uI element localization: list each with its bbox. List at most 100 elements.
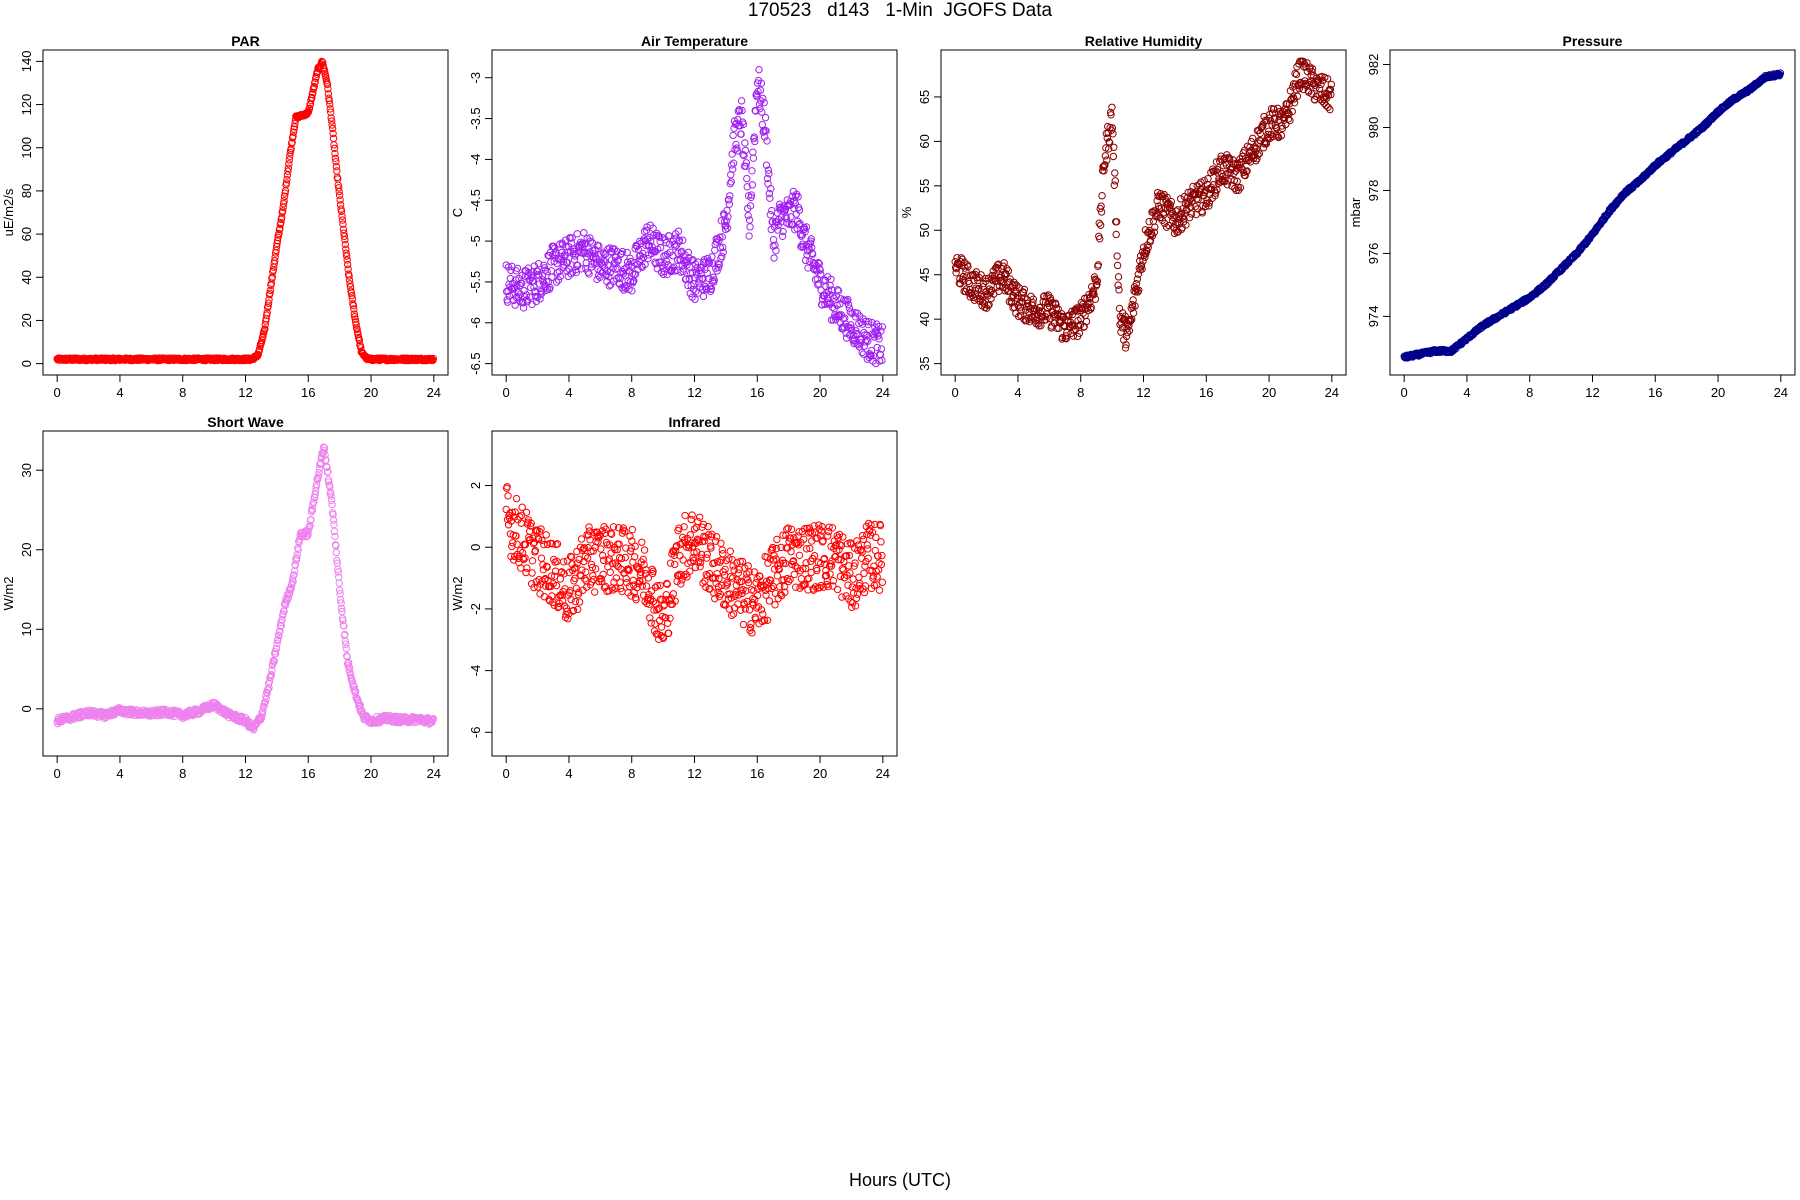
data-point [877, 327, 885, 335]
x-tick-label: 16 [1648, 385, 1662, 400]
x-tick-label: 20 [813, 385, 827, 400]
data-point [714, 263, 723, 272]
data-point [284, 167, 292, 175]
data-point [1180, 192, 1189, 201]
data-point [618, 284, 626, 292]
data-point [984, 301, 992, 310]
data-point [335, 184, 343, 192]
data-point [746, 202, 755, 210]
data-point [795, 206, 804, 214]
data-point [345, 276, 354, 284]
data-point [704, 260, 712, 268]
data-point [1291, 69, 1299, 78]
data-point [719, 243, 727, 252]
data-point [324, 90, 333, 98]
y-tick-label: -5.5 [468, 271, 483, 293]
plot-frame [940, 49, 1347, 376]
data-point [738, 106, 746, 115]
data-point [502, 505, 510, 514]
data-point [591, 246, 599, 254]
data-point [1166, 201, 1175, 209]
data-point [342, 644, 350, 653]
data-point [785, 220, 793, 228]
y-axis-label: uE/m2/s [1, 188, 16, 236]
x-tick-label: 0 [952, 385, 959, 400]
x-tick-label: 24 [876, 385, 890, 400]
data-point [536, 290, 545, 299]
data-point [1139, 257, 1147, 265]
x-tick-label: 8 [628, 385, 635, 400]
data-point [1133, 275, 1142, 283]
y-tick-label: 55 [917, 179, 932, 193]
data-point [681, 511, 689, 520]
data-point [576, 248, 584, 257]
data-point [656, 243, 665, 252]
data-point [718, 233, 726, 241]
data-point [707, 285, 716, 293]
y-axis-label: mbar [1348, 197, 1363, 227]
data-point [585, 270, 593, 278]
data-point [532, 297, 541, 306]
data-point [830, 294, 838, 302]
data-point [324, 85, 332, 93]
data-point [350, 305, 358, 313]
data-point [266, 289, 274, 297]
data-point [1029, 295, 1038, 303]
data-point [255, 345, 264, 353]
data-point [254, 350, 262, 359]
data-point [553, 259, 561, 268]
y-tick-label: 50 [917, 223, 932, 237]
data-point [638, 538, 646, 546]
data-point [582, 568, 590, 576]
data-point [513, 281, 521, 289]
data-point [1283, 100, 1291, 108]
x-tick-label: 16 [1199, 385, 1213, 400]
data-point [622, 284, 630, 293]
data-point [605, 282, 613, 290]
data-point [964, 262, 972, 271]
data-point [852, 329, 861, 338]
data-point [858, 348, 866, 357]
y-tick-label: -5 [468, 235, 483, 247]
data-point [826, 299, 835, 307]
data-point [282, 179, 291, 187]
data-point [765, 189, 774, 198]
data-point [864, 320, 872, 329]
data-point [757, 79, 766, 87]
y-tick-label: 40 [19, 270, 34, 284]
data-point [1191, 203, 1199, 211]
data-point [1153, 188, 1162, 197]
data-point [1018, 298, 1027, 306]
data-point [563, 557, 572, 565]
data-point [688, 511, 696, 519]
data-point [1000, 259, 1008, 267]
data-point [336, 196, 344, 204]
data-point [332, 158, 340, 166]
data-point [606, 244, 614, 252]
y-tick-label: -6 [468, 727, 483, 739]
y-tick-label: -4 [468, 665, 483, 677]
data-point [341, 240, 350, 249]
data-point [736, 107, 744, 115]
data-point [1187, 210, 1196, 218]
data-point [534, 259, 543, 268]
data-point [816, 266, 824, 274]
data-point [330, 141, 338, 149]
data-point [1193, 205, 1202, 213]
y-tick-label: 30 [19, 463, 34, 477]
data-point [794, 193, 802, 201]
data-point [808, 250, 817, 258]
plot-frame [42, 49, 449, 376]
x-tick-label: 4 [1014, 385, 1021, 400]
data-point [727, 178, 735, 186]
y-tick-label: 140 [19, 51, 34, 73]
data-point [1122, 332, 1131, 341]
data-point [1145, 217, 1153, 226]
data-point [567, 270, 575, 278]
data-point [647, 237, 655, 246]
data-point [275, 229, 283, 238]
data-point [335, 191, 344, 200]
x-tick-label: 4 [116, 766, 123, 781]
data-point [999, 262, 1007, 270]
